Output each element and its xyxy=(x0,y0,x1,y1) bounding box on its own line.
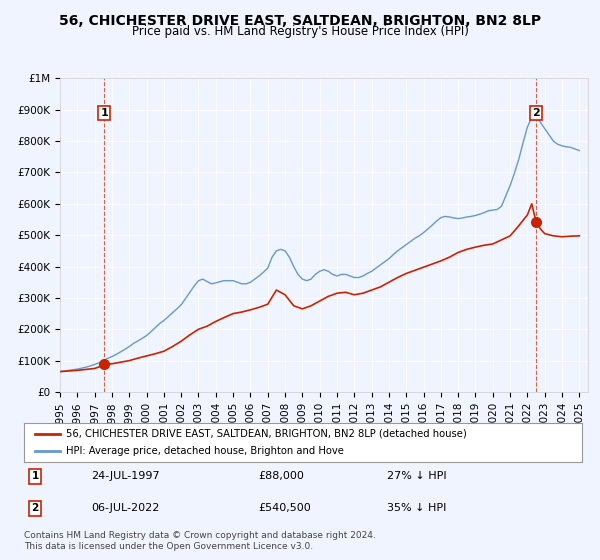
Text: 24-JUL-1997: 24-JUL-1997 xyxy=(91,471,160,481)
Text: 56, CHICHESTER DRIVE EAST, SALTDEAN, BRIGHTON, BN2 8LP: 56, CHICHESTER DRIVE EAST, SALTDEAN, BRI… xyxy=(59,14,541,28)
Text: 27% ↓ HPI: 27% ↓ HPI xyxy=(387,471,446,481)
Text: £88,000: £88,000 xyxy=(259,471,304,481)
Text: 1: 1 xyxy=(32,471,39,481)
Text: 1: 1 xyxy=(100,108,108,118)
Text: 2: 2 xyxy=(532,108,540,118)
Text: Contains HM Land Registry data © Crown copyright and database right 2024.: Contains HM Land Registry data © Crown c… xyxy=(24,531,376,540)
Text: 56, CHICHESTER DRIVE EAST, SALTDEAN, BRIGHTON, BN2 8LP (detached house): 56, CHICHESTER DRIVE EAST, SALTDEAN, BRI… xyxy=(66,429,467,439)
Text: 06-JUL-2022: 06-JUL-2022 xyxy=(91,503,160,514)
Text: 35% ↓ HPI: 35% ↓ HPI xyxy=(387,503,446,514)
Text: HPI: Average price, detached house, Brighton and Hove: HPI: Average price, detached house, Brig… xyxy=(66,446,344,456)
Text: This data is licensed under the Open Government Licence v3.0.: This data is licensed under the Open Gov… xyxy=(24,542,313,551)
Text: £540,500: £540,500 xyxy=(259,503,311,514)
Text: Price paid vs. HM Land Registry's House Price Index (HPI): Price paid vs. HM Land Registry's House … xyxy=(131,25,469,38)
Text: 2: 2 xyxy=(32,503,39,514)
